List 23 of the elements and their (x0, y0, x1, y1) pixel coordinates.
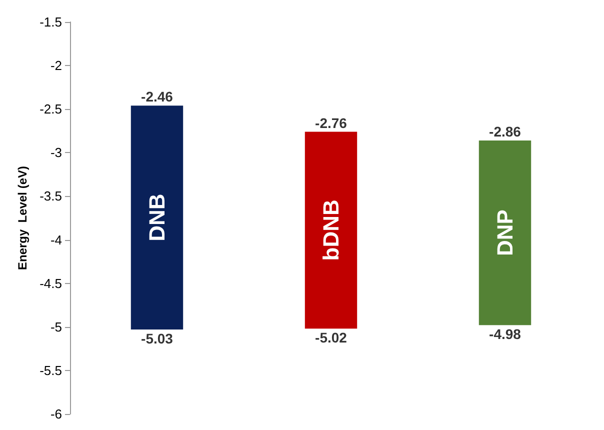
y-tick-label: -3 (50, 145, 62, 160)
annotation: -5.02 (315, 330, 348, 346)
bar (304, 132, 358, 329)
y-tick-label: -6 (50, 406, 62, 422)
annotation: -4.98 (489, 326, 522, 342)
y-tick-label: -2.5 (40, 102, 62, 117)
y-tick-label: -4.5 (40, 276, 62, 291)
y-axis-title: Energy Level (eV) (16, 166, 30, 270)
x-tick-label: DNP (492, 210, 518, 256)
y-tick-label: -1.5 (40, 14, 62, 30)
annotation: -2.76 (315, 114, 348, 131)
bar (478, 140, 532, 326)
bar (130, 106, 184, 330)
annotation: -2.46 (141, 88, 174, 105)
y-tick-label: -5 (50, 319, 62, 334)
y-tick-label: -4 (50, 232, 62, 248)
x-tick-label: DNB (144, 194, 170, 242)
y-tick-label: -2 (50, 58, 62, 74)
x-tick-label: bDNB (318, 200, 344, 261)
annotation: -2.86 (489, 123, 522, 140)
y-tick-label: -3.5 (40, 188, 62, 204)
annotation: -5.03 (141, 330, 174, 346)
y-tick-label: -5.5 (40, 362, 62, 378)
